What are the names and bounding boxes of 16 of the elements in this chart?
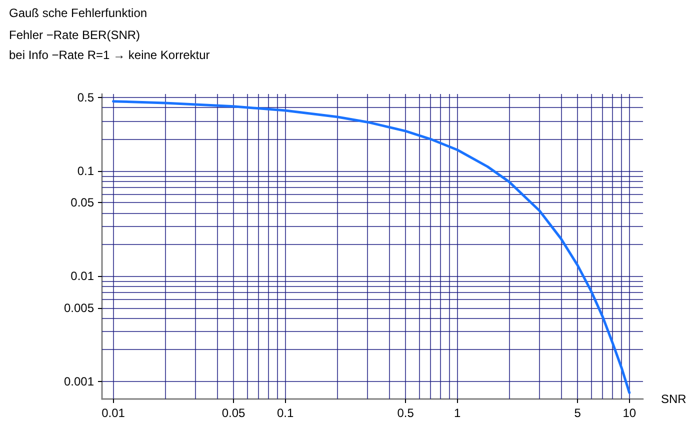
y-tick-label: 0.01 — [70, 269, 94, 284]
y-tick-label: 0.1 — [77, 164, 94, 178]
x-tick-label: 0.5 — [397, 406, 414, 420]
x-tick-label: 1 — [454, 406, 461, 420]
x-axis-title: SNR — [661, 392, 687, 406]
y-tick-label: 0.5 — [77, 90, 94, 105]
y-tick-label: 0.005 — [64, 300, 94, 315]
y-tick-label: 0.001 — [64, 374, 94, 388]
chart-subtitle: Fehler −Rate BER(SNR) bei Info −Rate R=1 → keine Korrektur — [9, 28, 210, 62]
x-tick-label: 0.05 — [222, 406, 246, 420]
x-tick-label: 0.1 — [276, 406, 294, 420]
x-tick-label: 5 — [574, 406, 582, 420]
y-tick-label: 0.05 — [70, 196, 94, 210]
chart-title: Gauß sche Fehlerfunktion — [9, 6, 148, 20]
x-tick-label: 10 — [622, 406, 636, 420]
x-tick-label: 0.01 — [102, 406, 126, 420]
